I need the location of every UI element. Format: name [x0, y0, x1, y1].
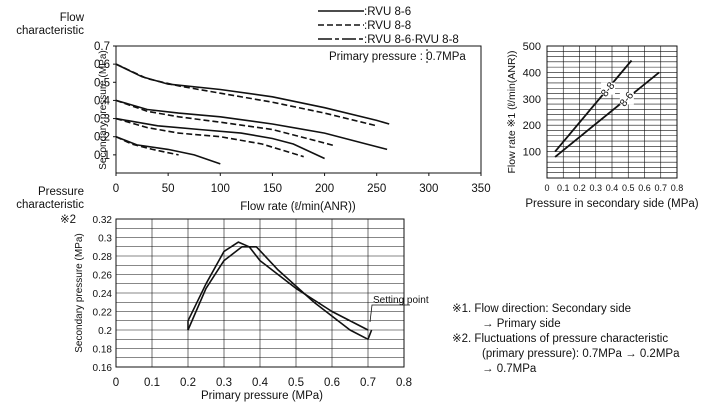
- flow-x-tick-label: 200: [315, 183, 334, 195]
- flow-series-line: [115, 135, 221, 165]
- pressure-x-tick-label: 0.8: [396, 377, 412, 389]
- flow-rate-x-tick-label: 0.2: [573, 183, 586, 193]
- pressure-x-tick-label: 0: [113, 377, 119, 389]
- flow-x-tick-label: 150: [263, 183, 282, 195]
- flow-rate-x-tick-label: 0.4: [606, 183, 619, 193]
- flow-rate-x-tick-label: 0.3: [589, 183, 602, 193]
- pressure-y-tick-label: 0.16: [93, 363, 113, 374]
- flow-rate-series-label-bg: [601, 82, 616, 95]
- pressure-series-line: [187, 241, 369, 331]
- pressure-y-tick-label: 0.18: [93, 345, 113, 356]
- pressure-x-tick-label: 0.4: [252, 377, 269, 389]
- pressure-characteristic-chart: 0 0.1 0.2 0.3 0.4 0.5 0.6 0.7 0.8 0.16 0.18 0.2 0.22…: [74, 215, 429, 402]
- note-1-line2: → Primary side: [482, 318, 561, 330]
- note-mark-2: ※2: [60, 214, 77, 226]
- setting-point-label: Setting point: [373, 295, 429, 306]
- note-1-line1: ※1. Flow direction: Secondary side: [452, 303, 632, 315]
- pressure-x-tick-label: 0.2: [180, 377, 196, 389]
- flow-series-line: [115, 117, 304, 158]
- flow-x-tick-label: 300: [419, 183, 438, 195]
- flow-characteristic-chart: 0 50 100 150 200 250 300 350 0.1 0.2 0.3 0.4 0.5 0.6 0…: [94, 41, 491, 213]
- flow-rate-chart-ylabel: Flow rate ※1 (ℓ/min(ANR)): [506, 50, 518, 173]
- pressure-characteristic-title: Pressure characteristic: [0, 186, 84, 212]
- flow-chart-xlabel: Flow rate (ℓ/min(ANR)): [240, 201, 356, 213]
- flow-chart-frame: [115, 45, 482, 174]
- legend-label-rvu88: :RVU 8-8: [364, 20, 411, 32]
- flow-series-line: [115, 99, 336, 147]
- pressure-chart-ylabel: Secondary pressure (MPa): [74, 233, 85, 353]
- pressure-y-tick-label: 0.22: [93, 308, 113, 319]
- flow-rate-x-tick-label: 0.8: [671, 183, 684, 193]
- flow-chart-ylabel: Secondary pressure (MPa): [98, 50, 109, 170]
- legend-label-both: :RVU 8-6·RVU 8-8: [364, 34, 459, 46]
- flow-rate-series-line: [554, 59, 633, 153]
- flow-rate-x-tick-label: 0.6: [638, 183, 651, 193]
- pressure-y-tick-label: 0.32: [93, 215, 113, 226]
- primary-pressure-annotation: Primary pressure : 0.7MPa: [329, 51, 466, 63]
- flow-y-tick-label: 0.2: [94, 132, 110, 144]
- pressure-characteristic-title-line1: Pressure: [37, 186, 84, 198]
- pressure-x-tick-label: 0.7: [360, 377, 376, 389]
- flow-x-tick-label: 350: [471, 183, 490, 195]
- flow-characteristic-title-line2: characteristic: [16, 25, 84, 37]
- setting-point-leader: [369, 304, 410, 323]
- flow-series-line: [115, 135, 179, 156]
- flow-x-tick-label: 100: [211, 183, 230, 195]
- flow-rate-y-tick-label: 400: [523, 67, 541, 79]
- pressure-y-tick-label: 0.3: [98, 234, 112, 245]
- flow-y-tick-label: 0.4: [94, 95, 111, 107]
- note-2-line1: ※2. Fluctuations of pressure characteris…: [452, 333, 669, 345]
- flow-series-line: [115, 99, 388, 151]
- flow-y-tick-label: 0.3: [94, 114, 110, 126]
- flow-series-line: [115, 117, 325, 160]
- flow-series-line: [115, 63, 390, 125]
- pressure-x-tick-label: 0.1: [144, 377, 160, 389]
- flow-rate-x-tick-label: 0.1: [557, 183, 570, 193]
- pressure-x-tick-label: 0.3: [216, 377, 232, 389]
- flow-y-tick-label: 0.5: [94, 77, 110, 89]
- flow-rate-y-tick-label: 500: [523, 41, 541, 53]
- flow-rate-y-tick-label: 100: [523, 147, 541, 159]
- flow-series-line: [115, 63, 377, 127]
- flow-x-tick-label: 0: [113, 183, 119, 195]
- legend: :RVU 8-6 :RVU 8-8 :RVU 8-6·RVU 8-8: [318, 6, 459, 46]
- flow-rate-chart: 0 0.1 0.2 0.3 0.4 0.5 0.6 0.7 0.8 100 200 300 400 500…: [506, 41, 699, 210]
- pressure-y-tick-label: 0.2: [98, 326, 112, 337]
- flow-rate-x-tick-label: 0.5: [622, 183, 635, 193]
- flow-y-tick-label: 0.7: [94, 41, 110, 53]
- pressure-y-tick-label: 0.28: [93, 252, 113, 263]
- footnotes: ※1. Flow direction: Secondary side → Pri…: [452, 302, 679, 377]
- flow-characteristic-title: Flow characteristic: [0, 12, 84, 38]
- note-2-line3: → 0.7MPa: [482, 363, 537, 375]
- flow-rate-chart-xlabel: Pressure in secondary side (MPa): [525, 198, 698, 210]
- flow-rate-y-tick-label: 200: [523, 120, 541, 132]
- flow-rate-series-line: [554, 71, 660, 158]
- primary-pressure-box: [322, 48, 478, 64]
- pressure-x-tick-label: 0.6: [324, 377, 340, 389]
- pressure-series-line: [187, 246, 373, 341]
- pressure-characteristic-title-line2: characteristic: [16, 199, 84, 211]
- flow-rate-y-tick-label: 300: [523, 94, 541, 106]
- flow-x-tick-label: 50: [162, 183, 175, 195]
- flow-x-tick-label: 250: [367, 183, 386, 195]
- flow-rate-series-label-bg: [619, 92, 634, 105]
- pressure-chart-xlabel: Primary pressure (MPa): [201, 390, 323, 402]
- flow-y-tick-label: 0.1: [94, 150, 110, 162]
- flow-y-tick-label: 0.6: [94, 59, 110, 71]
- flow-rate-x-tick-label: 0: [544, 183, 549, 193]
- pressure-y-tick-label: 0.26: [93, 271, 113, 282]
- flow-rate-x-tick-label: 0.7: [654, 183, 667, 193]
- note-2-line2: (primary pressure): 0.7MPa → 0.2MPa: [482, 348, 680, 360]
- flow-characteristic-title-line1: Flow: [59, 12, 84, 24]
- legend-label-rvu86: :RVU 8-6: [364, 6, 411, 18]
- pressure-x-tick-label: 0.5: [288, 377, 304, 389]
- pressure-y-tick-label: 0.24: [93, 289, 113, 300]
